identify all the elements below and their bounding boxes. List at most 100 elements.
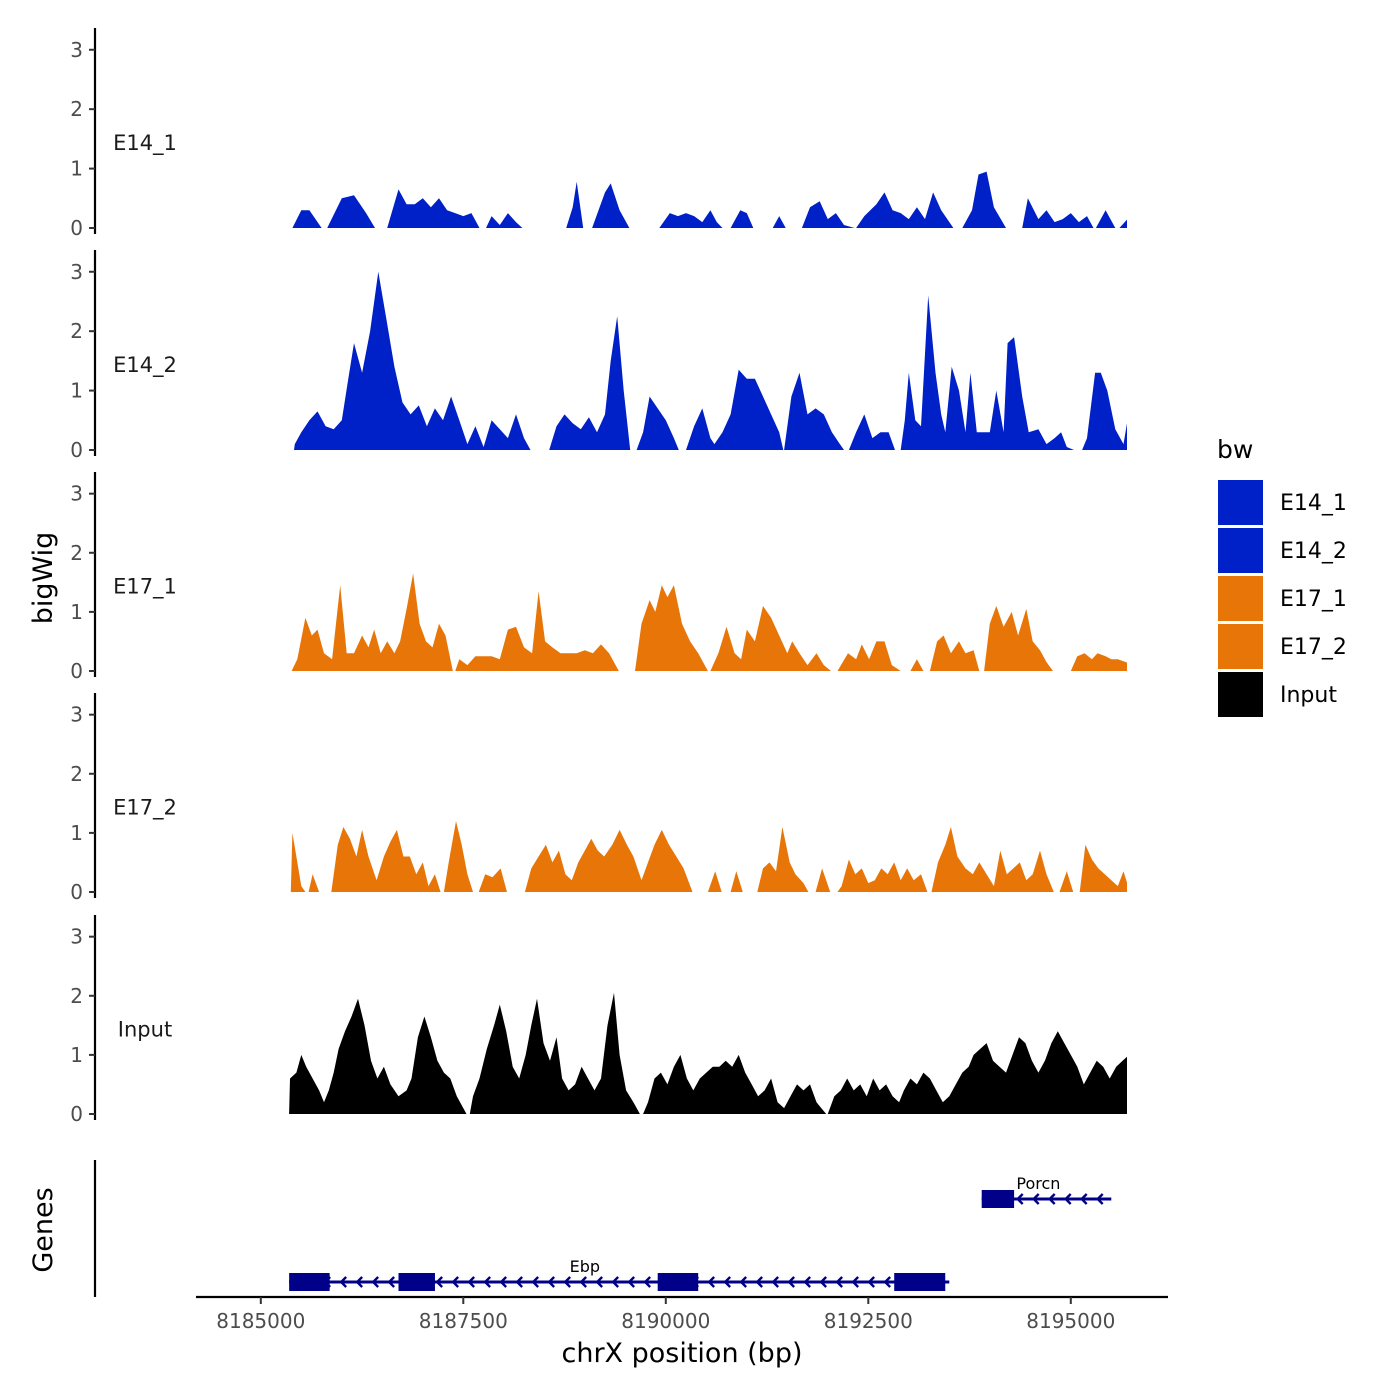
- legend: bw E14_1 E14_2 E17_1 E17_2 Input: [1217, 435, 1347, 717]
- strand-chevron: [339, 1276, 347, 1288]
- y-tick-label: 2: [70, 984, 83, 1008]
- track-label: E17_1: [113, 574, 177, 599]
- y-tick-label: 2: [70, 97, 83, 121]
- coverage-area-Input: [289, 992, 1127, 1114]
- strand-chevron: [451, 1276, 459, 1288]
- y-axis-title: bigWig: [28, 532, 59, 625]
- coverage-area-E14_1: [292, 171, 1127, 228]
- track-E14_1: 0 1 2 3 E14_1: [70, 28, 1127, 240]
- strand-chevron: [803, 1276, 811, 1288]
- y-tick-label: 1: [70, 821, 83, 845]
- strand-chevron: [627, 1276, 635, 1288]
- y-tick-label: 1: [70, 379, 83, 403]
- x-tick-label: 8187500: [419, 1309, 508, 1333]
- strand-chevron: [1080, 1193, 1088, 1205]
- legend-label: E14_2: [1280, 539, 1347, 564]
- strand-chevron: [739, 1276, 747, 1288]
- strand-chevron: [1064, 1193, 1072, 1205]
- strand-chevron: [819, 1276, 827, 1288]
- y-tick-label: 3: [70, 703, 83, 727]
- legend-title: bw: [1217, 435, 1253, 464]
- strand-chevron: [547, 1276, 555, 1288]
- strand-chevron: [563, 1276, 571, 1288]
- strand-chevron: [499, 1276, 507, 1288]
- exon: [289, 1273, 330, 1291]
- strand-chevron: [643, 1276, 651, 1288]
- strand-chevron: [531, 1276, 539, 1288]
- bigwig-tracks: 0 1 2 3 E14_1 0 1 2 3 E14_2 0 1 2 3 E17_1 0 1 2 3 E17_2 0 1 2 3…: [70, 28, 1127, 1126]
- track-Input: 0 1 2 3 Input: [70, 915, 1127, 1126]
- y-tick-label: 3: [70, 925, 83, 949]
- x-tick-label: 8195000: [1026, 1309, 1115, 1333]
- exon: [894, 1273, 946, 1291]
- genes-axis-title: Genes: [28, 1187, 59, 1272]
- strand-chevron: [723, 1276, 731, 1288]
- y-tick-label: 0: [70, 216, 83, 240]
- exon: [981, 1190, 1015, 1208]
- gene-Porcn: Porcn: [981, 1174, 1112, 1208]
- strand-chevron: [435, 1276, 443, 1288]
- strand-chevron: [579, 1276, 587, 1288]
- strand-chevron: [1048, 1193, 1056, 1205]
- track-E17_2: 0 1 2 3 E17_2: [70, 693, 1127, 904]
- gene-label: Porcn: [1016, 1174, 1060, 1193]
- legend-label: Input: [1280, 683, 1337, 708]
- strand-chevron: [835, 1276, 843, 1288]
- legend-swatch: [1218, 576, 1263, 621]
- y-tick-label: 1: [70, 157, 83, 181]
- strand-chevron: [387, 1276, 395, 1288]
- legend-swatch: [1218, 672, 1263, 717]
- track-label: E14_2: [113, 353, 177, 378]
- gene-label: Ebp: [570, 1257, 600, 1276]
- strand-chevron: [515, 1276, 523, 1288]
- legend-label: E14_1: [1280, 491, 1347, 516]
- track-label: E14_1: [113, 131, 177, 156]
- track-label: Input: [118, 1017, 172, 1041]
- strand-chevron: [1032, 1193, 1040, 1205]
- y-tick-label: 2: [70, 762, 83, 786]
- y-tick-label: 3: [70, 38, 83, 62]
- y-tick-label: 0: [70, 1102, 83, 1126]
- y-tick-label: 0: [70, 659, 83, 683]
- y-tick-label: 0: [70, 438, 83, 462]
- y-tick-label: 1: [70, 600, 83, 624]
- strand-chevron: [1016, 1193, 1024, 1205]
- strand-chevron: [755, 1276, 763, 1288]
- legend-swatch: [1218, 528, 1263, 573]
- strand-chevron: [483, 1276, 491, 1288]
- strand-chevron: [595, 1276, 603, 1288]
- y-tick-label: 2: [70, 541, 83, 565]
- strand-chevron: [611, 1276, 619, 1288]
- strand-chevron: [467, 1276, 475, 1288]
- gene-Ebp: Ebp: [289, 1257, 950, 1291]
- strand-chevron: [787, 1276, 795, 1288]
- y-tick-label: 1: [70, 1043, 83, 1067]
- x-tick-label: 8185000: [216, 1309, 305, 1333]
- x-axis: 8185000 8187500 8190000 8192500 8195000: [196, 1295, 1168, 1333]
- strand-chevron: [771, 1276, 779, 1288]
- legend-swatch: [1218, 624, 1263, 669]
- legend-label: E17_2: [1280, 635, 1347, 660]
- y-tick-label: 0: [70, 880, 83, 904]
- coverage-area-E17_2: [290, 821, 1127, 892]
- coverage-area-E14_2: [294, 271, 1127, 450]
- strand-chevron: [371, 1276, 379, 1288]
- strand-chevron: [883, 1276, 891, 1288]
- y-tick-label: 3: [70, 482, 83, 506]
- track-label: E17_2: [113, 795, 177, 820]
- genes-panel: Porcn Ebp: [93, 1160, 1112, 1297]
- strand-chevron: [355, 1276, 363, 1288]
- coverage-area-E17_1: [291, 573, 1127, 671]
- legend-label: E17_1: [1280, 587, 1347, 612]
- track-E17_1: 0 1 2 3 E17_1: [70, 472, 1127, 683]
- track-E14_2: 0 1 2 3 E14_2: [70, 250, 1127, 462]
- x-tick-label: 8192500: [824, 1309, 913, 1333]
- x-axis-title: chrX position (bp): [561, 1338, 802, 1369]
- strand-chevron: [867, 1276, 875, 1288]
- y-tick-label: 3: [70, 260, 83, 284]
- y-tick-label: 2: [70, 319, 83, 343]
- legend-swatch: [1218, 480, 1263, 525]
- strand-chevron: [851, 1276, 859, 1288]
- strand-chevron: [707, 1276, 715, 1288]
